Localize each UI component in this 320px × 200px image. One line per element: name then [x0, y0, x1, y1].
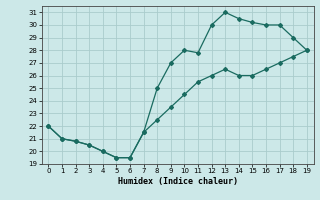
X-axis label: Humidex (Indice chaleur): Humidex (Indice chaleur) [118, 177, 237, 186]
